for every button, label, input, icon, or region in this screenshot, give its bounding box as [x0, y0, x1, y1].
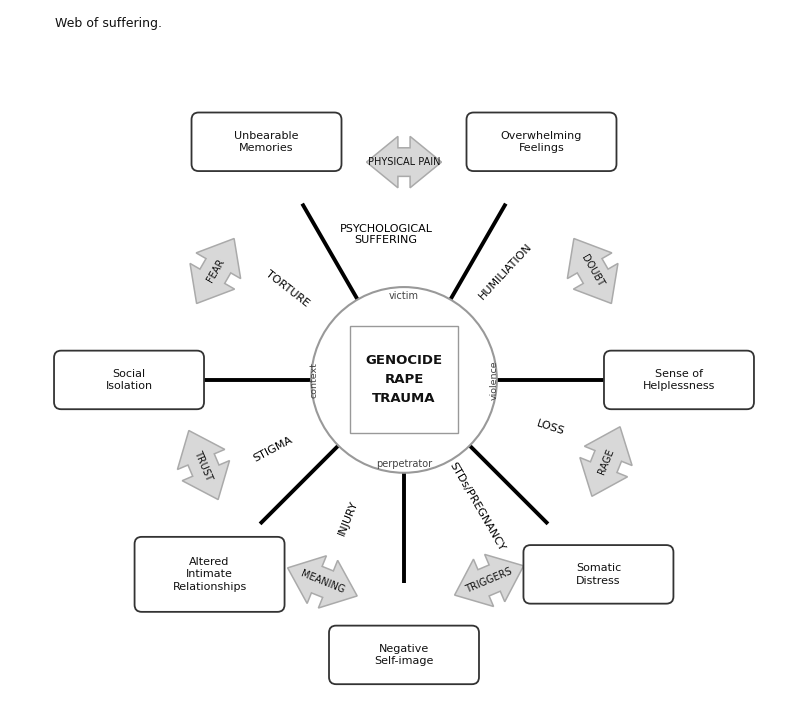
FancyBboxPatch shape [191, 113, 342, 171]
Text: violence: violence [490, 360, 499, 400]
Text: PSYCHOLOGICAL
SUFFERING: PSYCHOLOGICAL SUFFERING [339, 224, 432, 245]
FancyBboxPatch shape [135, 537, 284, 612]
Text: DOUBT: DOUBT [579, 253, 606, 289]
Text: perpetrator: perpetrator [376, 459, 432, 469]
Text: context: context [309, 362, 318, 398]
Text: Negative
Self-image: Negative Self-image [374, 644, 434, 666]
Text: Sense of
Helplessness: Sense of Helplessness [643, 369, 715, 391]
Text: LOSS: LOSS [535, 418, 566, 437]
FancyBboxPatch shape [524, 545, 673, 604]
Text: TORTURE: TORTURE [263, 268, 310, 308]
Text: MEANING: MEANING [299, 569, 346, 595]
Bar [351, 326, 457, 434]
Polygon shape [367, 136, 441, 188]
Polygon shape [567, 239, 618, 303]
Text: TRIGGERS: TRIGGERS [465, 566, 514, 595]
Text: STIGMA: STIGMA [251, 435, 294, 464]
Polygon shape [190, 239, 241, 303]
Polygon shape [178, 430, 229, 500]
Text: HUMILIATION: HUMILIATION [477, 241, 534, 301]
Text: Overwhelming
Feelings: Overwhelming Feelings [501, 130, 583, 153]
Polygon shape [288, 556, 357, 608]
FancyBboxPatch shape [54, 351, 204, 409]
Polygon shape [455, 554, 524, 607]
Text: victim: victim [389, 290, 419, 300]
Text: GENOCIDE
RAPE
TRAUMA: GENOCIDE RAPE TRAUMA [365, 354, 443, 405]
Text: FEAR: FEAR [204, 257, 226, 285]
FancyBboxPatch shape [604, 351, 754, 409]
Text: Social
Isolation: Social Isolation [106, 369, 153, 391]
Text: RAGE: RAGE [596, 447, 616, 476]
Text: INJURY: INJURY [337, 499, 360, 536]
FancyBboxPatch shape [329, 626, 479, 684]
Text: Web of suffering.: Web of suffering. [56, 17, 162, 30]
Text: STDs/PREGNANCY: STDs/PREGNANCY [448, 460, 507, 553]
Text: Altered
Intimate
Relationships: Altered Intimate Relationships [172, 557, 246, 592]
Polygon shape [580, 427, 632, 496]
Text: TRUST: TRUST [192, 448, 214, 482]
Text: PHYSICAL PAIN: PHYSICAL PAIN [368, 157, 440, 167]
FancyBboxPatch shape [466, 113, 617, 171]
Text: Somatic
Distress: Somatic Distress [576, 563, 621, 586]
Text: Unbearable
Memories: Unbearable Memories [234, 130, 299, 153]
